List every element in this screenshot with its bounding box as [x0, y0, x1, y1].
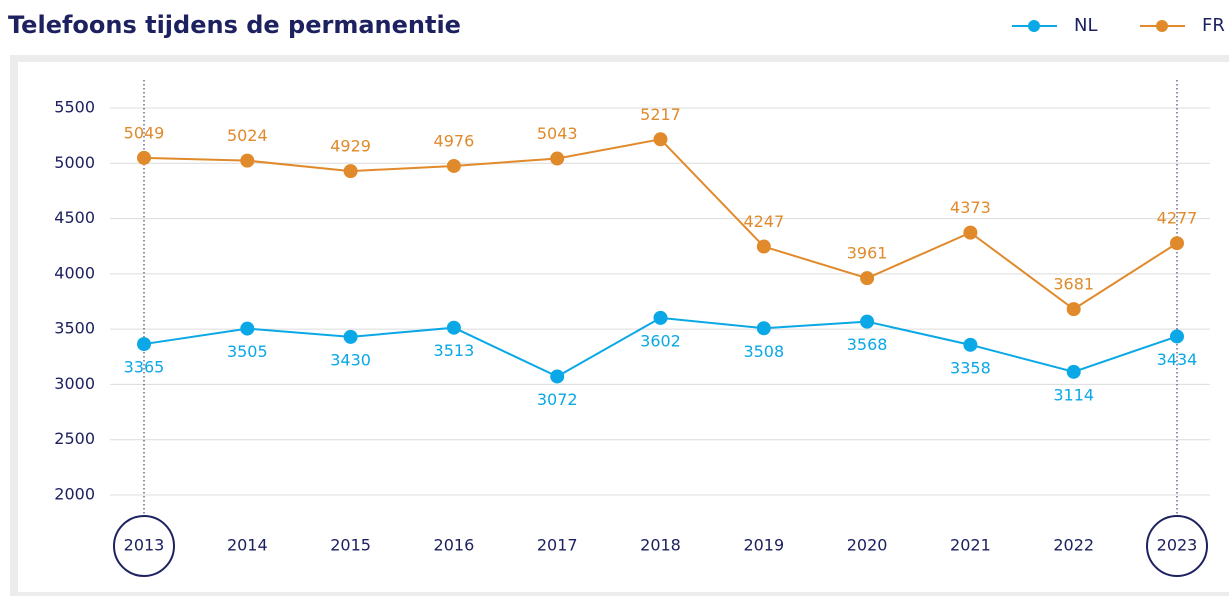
- data-label: 3602: [640, 331, 681, 350]
- data-label: 5024: [227, 126, 268, 145]
- y-tick-label: 3000: [54, 374, 95, 393]
- y-tick-label: 2000: [54, 485, 95, 504]
- legend-label: FR: [1202, 15, 1225, 36]
- data-point: [1066, 364, 1081, 379]
- x-tick-label: 2015: [330, 536, 371, 555]
- data-label: 3430: [330, 350, 371, 369]
- data-label: 3681: [1053, 275, 1094, 294]
- data-point: [963, 337, 978, 352]
- data-point: [550, 151, 565, 166]
- data-point: [860, 314, 875, 329]
- data-point: [137, 150, 151, 165]
- data-point: [240, 153, 255, 168]
- data-label: 3365: [124, 358, 165, 377]
- chart-title: Telefoons tijdens de permanentie: [8, 11, 461, 39]
- data-label: 4976: [434, 131, 475, 150]
- data-point: [1066, 302, 1081, 317]
- data-point: [653, 132, 668, 147]
- legend-label: NL: [1074, 15, 1098, 36]
- x-tick-label: 2019: [743, 536, 784, 555]
- data-point: [653, 310, 668, 325]
- y-tick-label: 2500: [54, 429, 95, 448]
- data-point: [963, 225, 978, 240]
- data-label: 3513: [434, 341, 475, 360]
- data-label: 4373: [950, 198, 991, 217]
- data-label: 3505: [227, 342, 268, 361]
- data-point: [137, 337, 151, 352]
- data-label: 3072: [537, 390, 578, 409]
- data-label: 4929: [330, 137, 371, 156]
- data-point: [550, 369, 565, 384]
- data-label: 3358: [950, 358, 991, 377]
- x-tick-label: 2021: [950, 536, 991, 555]
- x-tick-label: 2023: [1157, 536, 1198, 555]
- data-label: 3114: [1053, 385, 1094, 404]
- x-tick-label: 2014: [227, 536, 268, 555]
- data-label: 5217: [640, 105, 681, 124]
- y-tick-label: 3500: [54, 319, 95, 338]
- y-tick-label: 5000: [54, 153, 95, 172]
- data-label: 5049: [124, 123, 165, 142]
- data-label: 3568: [847, 335, 888, 354]
- legend-marker: [1156, 20, 1168, 32]
- data-point: [860, 271, 875, 286]
- highlight-circle: [113, 515, 175, 577]
- data-point: [756, 321, 771, 336]
- panel: [18, 62, 1229, 592]
- x-tick-label: 2022: [1053, 536, 1094, 555]
- data-label: 5043: [537, 124, 578, 143]
- data-point: [343, 164, 358, 179]
- data-point: [240, 321, 255, 336]
- y-tick-label: 5500: [54, 98, 95, 117]
- data-label: 4277: [1157, 209, 1198, 228]
- highlight-circle: [1146, 515, 1208, 577]
- data-label: 3508: [743, 342, 784, 361]
- data-point: [756, 239, 771, 254]
- x-tick-label: 2016: [434, 536, 475, 555]
- x-tick-label: 2013: [124, 536, 165, 555]
- x-tick-label: 2018: [640, 536, 681, 555]
- data-point: [446, 158, 461, 173]
- data-label: 3434: [1157, 350, 1198, 369]
- data-point: [343, 329, 358, 344]
- y-tick-label: 4500: [54, 208, 95, 227]
- data-point: [446, 320, 461, 335]
- data-label: 3961: [847, 244, 888, 263]
- data-point: [1170, 236, 1184, 251]
- x-tick-label: 2017: [537, 536, 578, 555]
- data-label: 4247: [743, 212, 784, 231]
- y-tick-label: 4000: [54, 263, 95, 282]
- data-point: [1170, 329, 1184, 344]
- x-tick-label: 2020: [847, 536, 888, 555]
- legend-marker: [1028, 20, 1040, 32]
